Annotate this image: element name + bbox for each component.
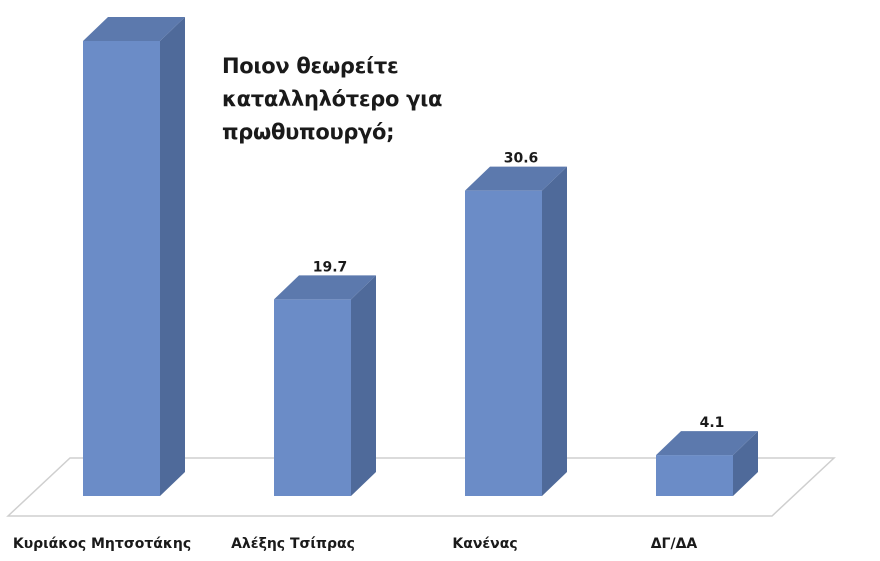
- bar-top-0: [83, 17, 185, 41]
- bar-top-3: [656, 431, 758, 456]
- bar-side-0: [160, 17, 185, 496]
- bar-top-2: [465, 166, 567, 191]
- chart-title: Ποιον θεωρείτε καταλληλότερο για πρωθυπο…: [222, 50, 462, 149]
- chart-title-line-3: πρωθυπουργό;: [222, 120, 395, 144]
- bar-front-0: [83, 41, 160, 496]
- data-label-2: 30.6: [504, 151, 539, 167]
- bar-top-1: [274, 275, 376, 300]
- chart-title-line-2: καταλληλότερο για: [222, 87, 443, 111]
- labels-group: Κυριάκος Μητσοτάκης 19.7 Αλέξης Τσίπρας 30.…: [13, 151, 725, 552]
- bars-group: [83, 17, 758, 496]
- chart-title-line-1: Ποιον θεωρείτε: [222, 54, 399, 78]
- bar-front-2: [465, 190, 542, 496]
- data-label-3: 4.1: [700, 415, 725, 431]
- bar-front-3: [656, 455, 733, 496]
- data-label-1: 19.7: [313, 259, 348, 275]
- bar-side-2: [542, 166, 567, 496]
- category-label-2: Κανένας: [452, 536, 517, 552]
- bar-side-3: [733, 431, 758, 496]
- category-label-0: Κυριάκος Μητσοτάκης: [13, 536, 191, 552]
- category-label-1: Αλέξης Τσίπρας: [231, 536, 355, 552]
- chart-floor: [6, 457, 836, 517]
- bar-side-1: [351, 275, 376, 496]
- category-label-3: ΔΓ/ΔΑ: [651, 536, 698, 552]
- bar-front-1: [274, 299, 351, 496]
